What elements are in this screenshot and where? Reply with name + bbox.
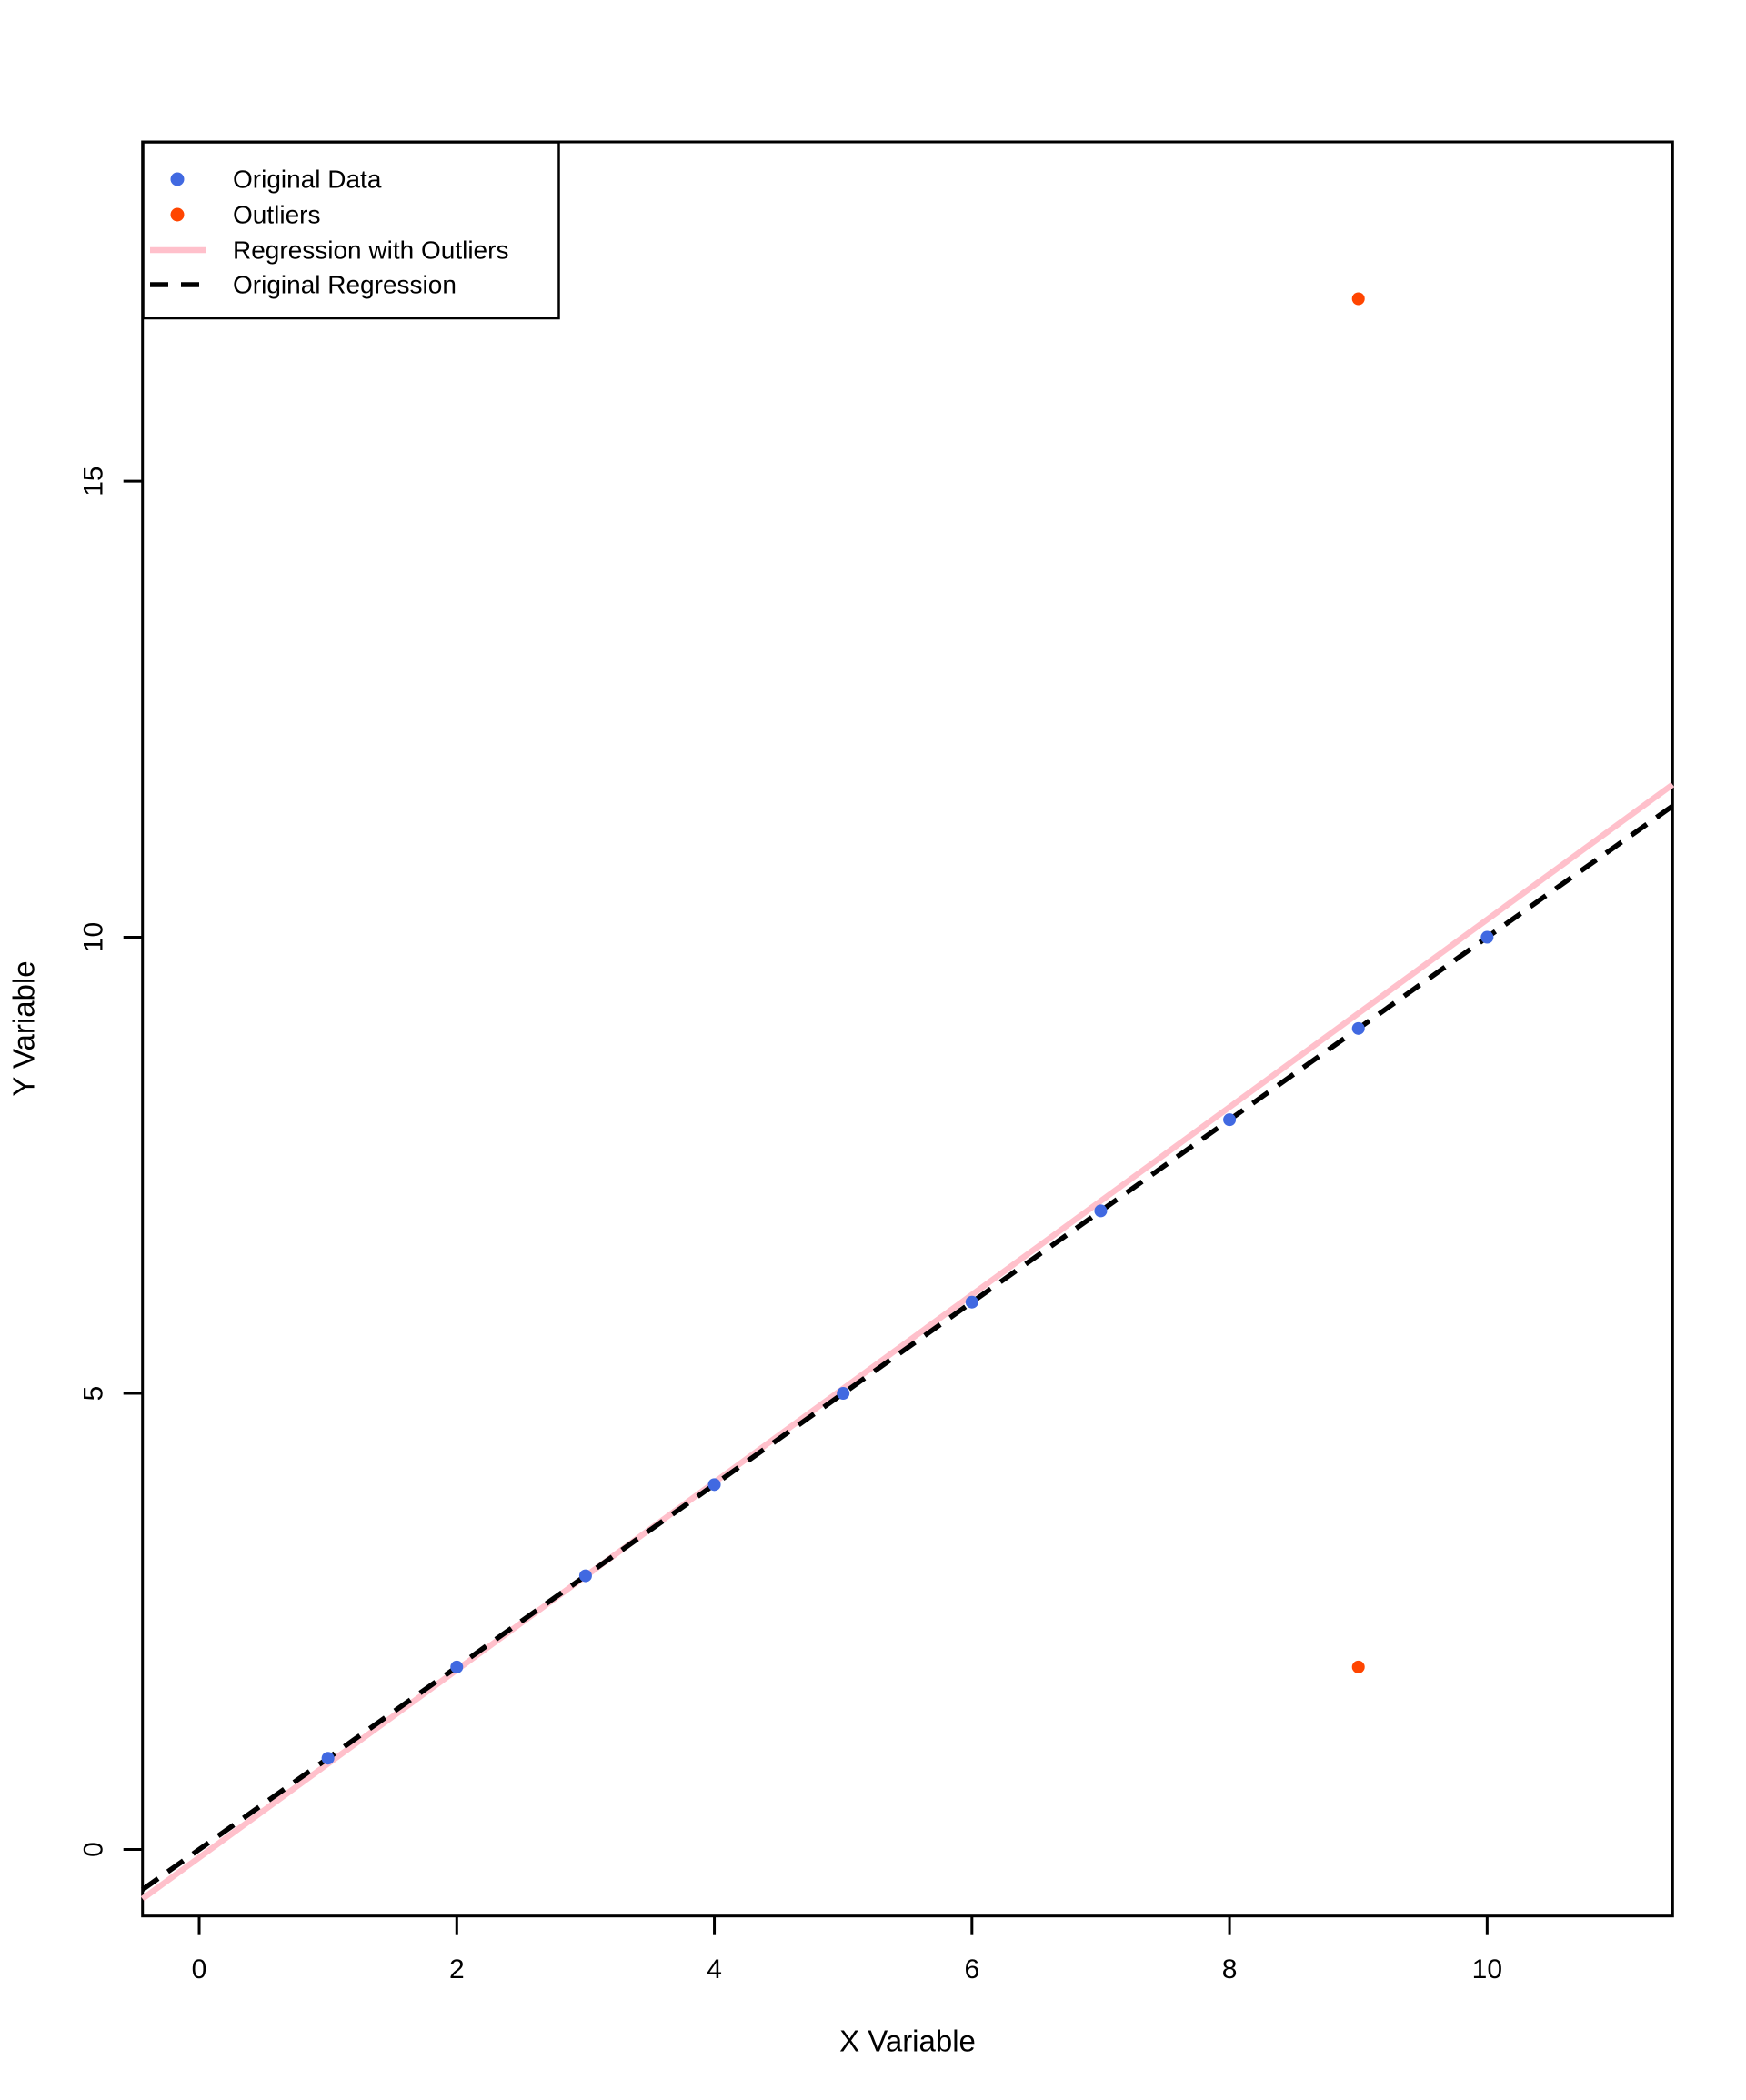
data-point <box>450 1660 464 1673</box>
y-tick-label: 10 <box>79 922 109 952</box>
y-axis: 0 5 10 15 <box>79 466 143 1857</box>
data-point <box>321 1752 335 1765</box>
legend-box <box>142 141 560 320</box>
legend-label-regression-with-outliers: Regression with Outliers <box>233 236 508 265</box>
y-tick-label: 15 <box>79 466 109 496</box>
legend: Original Data Outliers Regression with O… <box>142 141 560 320</box>
legend-label-outliers: Outliers <box>233 201 320 229</box>
legend-marker-outliers <box>170 207 185 222</box>
data-point <box>1223 1113 1237 1127</box>
data-point <box>837 1387 850 1401</box>
data-point <box>1480 930 1494 944</box>
x-tick-label: 4 <box>707 1954 722 1984</box>
x-tick-label: 10 <box>1472 1954 1502 1984</box>
data-points <box>321 292 1494 1765</box>
data-point <box>1094 1204 1108 1218</box>
x-tick-label: 2 <box>449 1954 465 1984</box>
legend-label-original-data: Original Data <box>233 166 382 194</box>
x-axis: 0 2 4 6 8 10 <box>192 1915 1502 1984</box>
y-tick-label: 0 <box>79 1842 109 1857</box>
data-point <box>1351 1021 1365 1035</box>
original-regression-line <box>141 803 1674 1892</box>
data-point <box>707 1478 721 1492</box>
data-point <box>578 1569 592 1583</box>
x-tick-label: 8 <box>1222 1954 1238 1984</box>
regression-with-outliers-line <box>140 781 1675 1902</box>
plot-border <box>141 140 1674 1918</box>
x-tick-label: 6 <box>964 1954 979 1984</box>
regression-lines <box>140 781 1675 1902</box>
legend-label-original-regression: Original Regression <box>233 271 457 299</box>
y-axis-title: Y Variable <box>7 960 41 1096</box>
x-tick-label: 0 <box>192 1954 207 1984</box>
data-point <box>965 1295 978 1309</box>
legend-marker-original-data <box>170 172 185 186</box>
y-tick-label: 5 <box>79 1386 109 1402</box>
x-axis-title: X Variable <box>839 2025 976 2058</box>
outlier-point <box>1351 1660 1365 1673</box>
outlier-point <box>1351 292 1365 306</box>
